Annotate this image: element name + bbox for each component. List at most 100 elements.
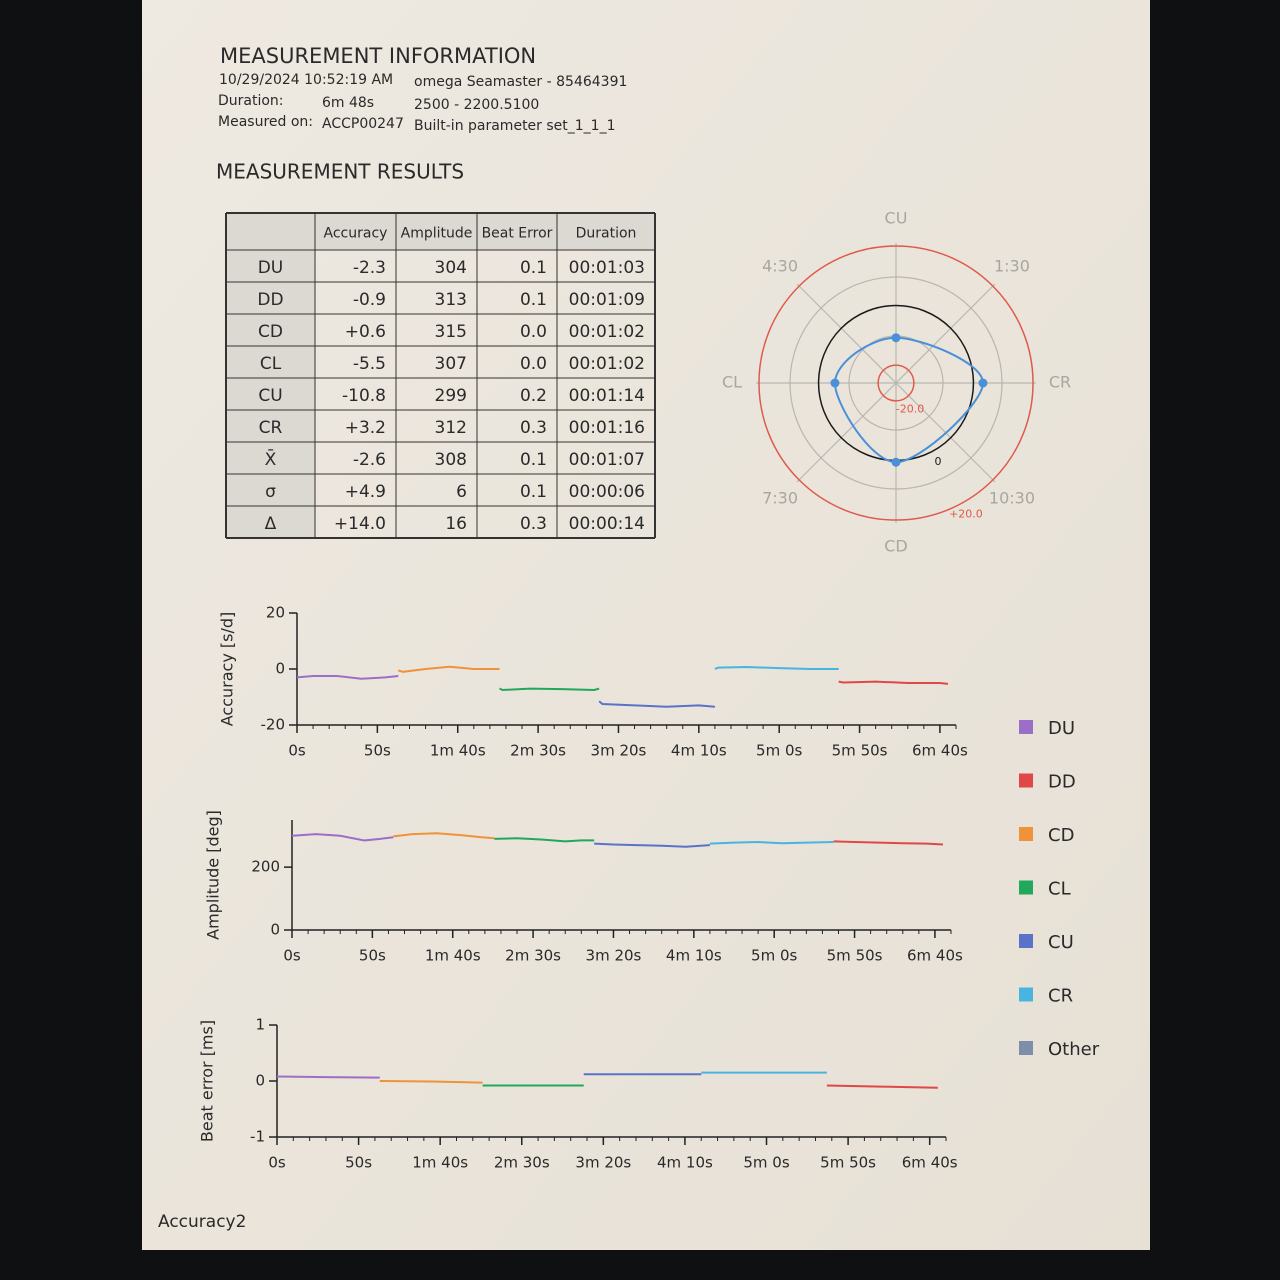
y-axis-label: Amplitude [deg] bbox=[204, 810, 223, 940]
x-tick-label: 0s bbox=[283, 947, 301, 965]
polar-point bbox=[891, 333, 901, 343]
series-line bbox=[594, 842, 710, 848]
x-tick-label: 5m 0s bbox=[743, 1154, 789, 1172]
legend-label: DD bbox=[1048, 772, 1076, 793]
table-cell: 00:01:07 bbox=[569, 450, 645, 470]
x-tick-label: 1m 40s bbox=[430, 742, 486, 760]
polar-point bbox=[830, 378, 840, 388]
series-line bbox=[379, 1080, 483, 1084]
x-tick-label: 5m 0s bbox=[751, 947, 797, 965]
x-tick-label: 2m 30s bbox=[510, 742, 566, 760]
table-cell: 0.0 bbox=[520, 354, 547, 374]
x-tick-label: 0s bbox=[268, 1154, 286, 1172]
series-line bbox=[276, 1075, 380, 1079]
series-line bbox=[838, 680, 949, 685]
legend-label: Other bbox=[1048, 1039, 1100, 1060]
legend-swatch bbox=[1019, 987, 1033, 1002]
legend-swatch bbox=[1019, 827, 1033, 841]
polar-point bbox=[978, 378, 988, 388]
table-label-bg bbox=[226, 213, 315, 538]
info-text: omega Seamaster - 85464391 bbox=[414, 74, 627, 90]
table-cell: 00:01:02 bbox=[569, 322, 645, 342]
table-cell: 6 bbox=[456, 482, 467, 502]
legend-swatch bbox=[1019, 773, 1033, 788]
info-text: Measured on: bbox=[218, 114, 313, 130]
series-line bbox=[499, 687, 600, 692]
polar-spoke bbox=[895, 283, 996, 384]
x-tick-label: 3m 20s bbox=[575, 1154, 631, 1172]
table-header: Accuracy bbox=[324, 226, 388, 242]
table-cell: 0.1 bbox=[520, 290, 547, 310]
legend-swatch bbox=[1019, 720, 1033, 734]
table-cell: -2.3 bbox=[353, 258, 386, 278]
row-label: Δ bbox=[265, 514, 277, 534]
table-header: Duration bbox=[576, 226, 637, 242]
row-label: DD bbox=[257, 290, 283, 310]
row-label: CR bbox=[259, 418, 283, 438]
row-label: CL bbox=[260, 354, 282, 374]
table-cell: 304 bbox=[435, 258, 467, 278]
x-tick-label: 50s bbox=[364, 742, 391, 760]
legend-label: DU bbox=[1048, 718, 1075, 739]
series-line bbox=[296, 675, 399, 680]
paper-sheet bbox=[142, 0, 1150, 1250]
polar-axis-label: CL bbox=[722, 373, 742, 392]
y-tick-label: 1 bbox=[255, 1016, 265, 1034]
series-line bbox=[291, 833, 394, 842]
polar-axis-label: 1:30 bbox=[994, 257, 1030, 276]
series-line bbox=[598, 700, 715, 708]
table-cell: 315 bbox=[435, 322, 467, 342]
table-cell: 0.3 bbox=[520, 418, 547, 438]
info-text: ACCP00247 bbox=[322, 116, 404, 132]
x-tick-label: 4m 10s bbox=[657, 1154, 713, 1172]
info-text: Duration: bbox=[218, 93, 284, 109]
table-cell: 0.1 bbox=[520, 258, 547, 278]
y-tick-label: -20 bbox=[261, 716, 286, 734]
series-line bbox=[393, 832, 495, 840]
y-tick-label: 0 bbox=[275, 660, 285, 678]
x-tick-label: 4m 10s bbox=[666, 947, 722, 965]
table-cell: -10.8 bbox=[342, 386, 386, 406]
x-tick-label: 6m 40s bbox=[912, 742, 968, 760]
series-line bbox=[826, 1084, 938, 1089]
x-tick-label: 50s bbox=[359, 947, 386, 965]
x-tick-label: 3m 20s bbox=[586, 947, 642, 965]
x-tick-label: 6m 40s bbox=[907, 947, 963, 965]
row-label: CU bbox=[258, 386, 282, 406]
table-cell: 00:01:02 bbox=[569, 354, 645, 374]
polar-spoke bbox=[796, 382, 897, 483]
table-cell: 308 bbox=[435, 450, 467, 470]
series-line bbox=[709, 840, 834, 845]
table-cell: 307 bbox=[435, 354, 467, 374]
table-cell: 0.3 bbox=[520, 514, 547, 534]
legend-label: CL bbox=[1048, 879, 1071, 900]
info-text: 6m 48s bbox=[322, 95, 374, 111]
series-line bbox=[714, 666, 839, 670]
row-label: DU bbox=[258, 258, 284, 278]
polar-spoke bbox=[796, 283, 897, 384]
x-tick-label: 1m 40s bbox=[412, 1154, 468, 1172]
polar-axis-label: 10:30 bbox=[989, 488, 1035, 507]
polar-axis-label: CU bbox=[885, 209, 908, 228]
series-line bbox=[397, 665, 500, 673]
x-tick-label: 6m 40s bbox=[902, 1154, 958, 1172]
legend-label: CR bbox=[1048, 986, 1073, 1007]
y-tick-label: 200 bbox=[251, 858, 280, 876]
table-cell: +14.0 bbox=[334, 514, 386, 534]
table-cell: 312 bbox=[435, 418, 467, 438]
series-line bbox=[833, 840, 944, 846]
legend-label: CU bbox=[1048, 932, 1074, 953]
info-text: 10/29/2024 10:52:19 AM bbox=[219, 72, 393, 88]
x-tick-label: 50s bbox=[345, 1154, 372, 1172]
x-tick-label: 3m 20s bbox=[591, 742, 647, 760]
footer: Accuracy2 bbox=[158, 1212, 246, 1232]
y-tick-label: 0 bbox=[255, 1072, 265, 1090]
row-label: CD bbox=[258, 322, 283, 342]
table-cell: 0.2 bbox=[520, 386, 547, 406]
polar-point bbox=[891, 457, 901, 467]
y-tick-label: -1 bbox=[250, 1128, 265, 1146]
polar-ring-label: +20.0 bbox=[949, 508, 983, 521]
table-cell: 00:01:03 bbox=[569, 258, 645, 278]
info-text: Built-in parameter set_1_1_1 bbox=[414, 118, 616, 134]
x-tick-label: 5m 50s bbox=[827, 947, 883, 965]
